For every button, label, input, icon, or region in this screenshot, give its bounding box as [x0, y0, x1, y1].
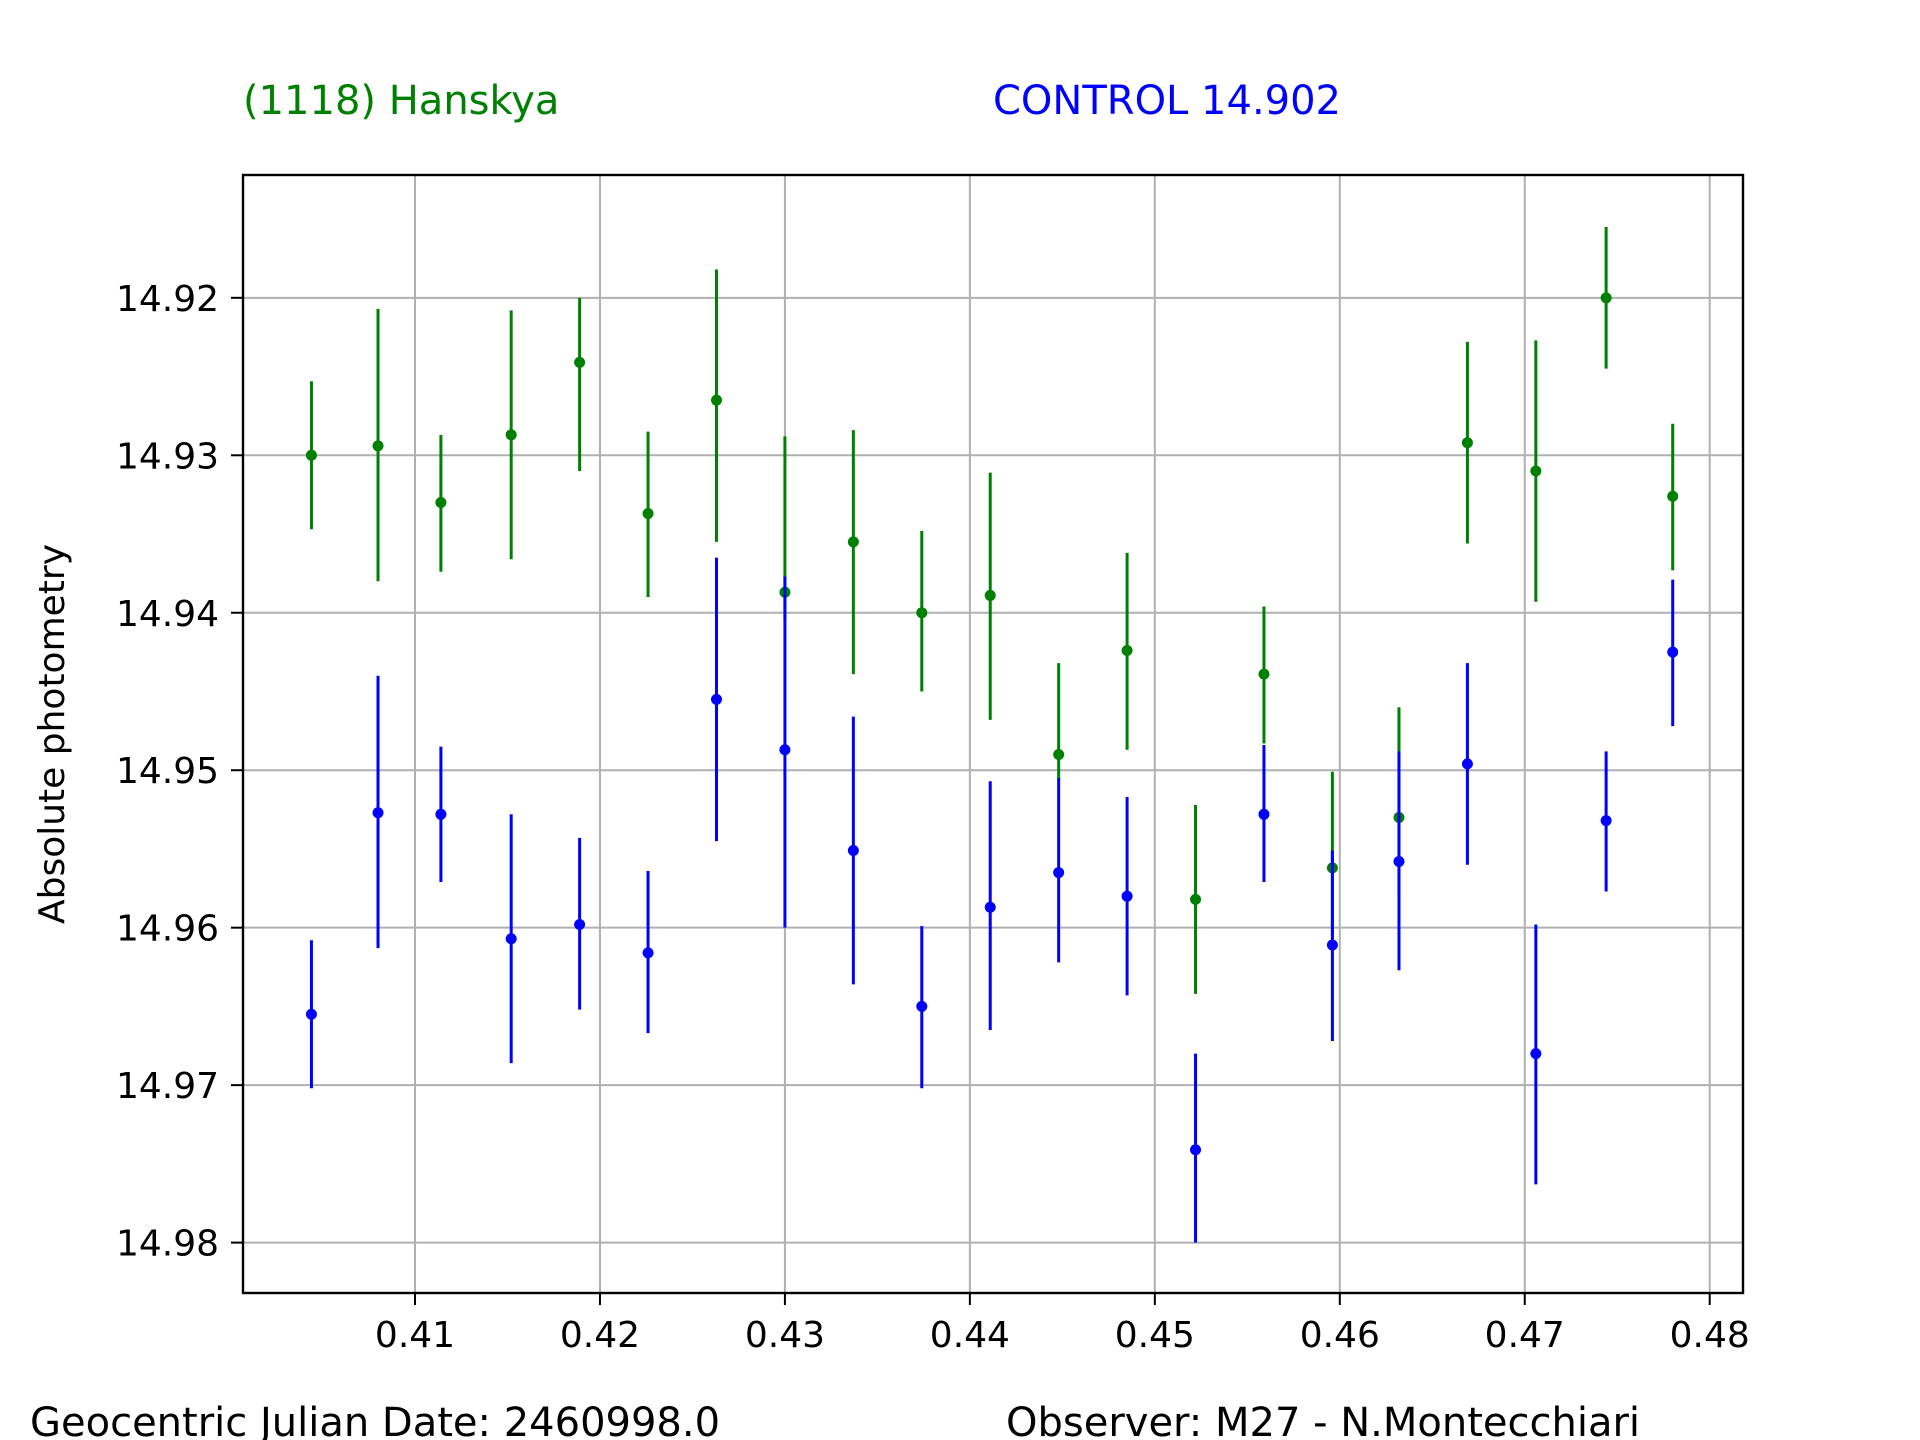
data-point — [1326, 939, 1338, 951]
data-point — [710, 394, 722, 406]
data-point — [916, 607, 928, 619]
data-point — [984, 901, 996, 913]
x-tick-label: 0.45 — [1115, 1315, 1195, 1356]
data-point — [574, 356, 586, 368]
y-tick-label: 14.97 — [116, 1066, 219, 1107]
observer-label: Observer: M27 - N.Montecchiari — [1006, 1400, 1640, 1440]
data-point — [505, 429, 517, 441]
data-point — [574, 919, 586, 931]
x-tick-label: 0.44 — [930, 1315, 1010, 1356]
data-point — [1258, 668, 1270, 680]
data-point — [1053, 867, 1065, 879]
data-point — [1393, 856, 1405, 868]
x-tick-label: 0.48 — [1670, 1315, 1750, 1356]
grid — [243, 175, 1743, 1293]
data-point — [1667, 646, 1679, 658]
plot-frame — [241, 173, 1745, 1295]
y-tick-label: 14.94 — [116, 594, 219, 635]
data-point — [779, 744, 791, 756]
x-tick-label: 0.42 — [560, 1315, 640, 1356]
data-point — [916, 1000, 928, 1012]
data-point — [1461, 758, 1473, 770]
axis-ticks: 0.41 0.42 0.43 0.44 0.45 0.46 0.47 0.48 14.92 14.… — [116, 279, 1750, 1356]
data-point — [435, 497, 447, 509]
data-point — [1600, 292, 1612, 304]
data-point — [1461, 437, 1473, 449]
x-tick-label: 0.41 — [375, 1315, 455, 1356]
target-series — [305, 226, 1679, 994]
data-point — [847, 536, 859, 548]
data-point — [372, 807, 384, 819]
data-point — [1190, 1144, 1202, 1156]
data-point — [505, 933, 517, 945]
data-point — [642, 947, 654, 959]
data-point — [1258, 808, 1270, 820]
data-point — [305, 449, 317, 461]
data-point — [372, 440, 384, 452]
y-axis-label: Absolute photometry — [32, 544, 73, 924]
y-tick-label: 14.92 — [116, 279, 219, 320]
data-point — [1667, 490, 1679, 502]
data-point — [1121, 645, 1133, 657]
data-point — [710, 693, 722, 705]
data-point — [435, 808, 447, 820]
x-tick-label: 0.43 — [745, 1315, 825, 1356]
data-point — [642, 508, 654, 520]
data-point — [1121, 890, 1133, 902]
data-point — [1053, 748, 1065, 760]
data-point — [847, 845, 859, 857]
data-point — [984, 589, 996, 601]
x-tick-label: 0.46 — [1300, 1315, 1380, 1356]
y-tick-label: 14.95 — [116, 751, 219, 792]
data-point — [1530, 465, 1542, 477]
control-star-label: CONTROL 14.902 — [993, 78, 1341, 124]
control-series — [305, 557, 1679, 1243]
data-point — [305, 1008, 317, 1020]
julian-date-label: Geocentric Julian Date: 2460998.0 — [30, 1400, 720, 1440]
y-tick-label: 14.96 — [116, 909, 219, 950]
y-tick-label: 14.98 — [116, 1224, 219, 1265]
data-point — [1530, 1048, 1542, 1060]
data-point — [1600, 815, 1612, 827]
target-name-label: (1118) Hanskya — [243, 78, 559, 124]
data-series — [305, 226, 1679, 1243]
x-tick-label: 0.47 — [1485, 1315, 1565, 1356]
data-point — [1190, 893, 1202, 905]
y-tick-label: 14.93 — [116, 436, 219, 477]
